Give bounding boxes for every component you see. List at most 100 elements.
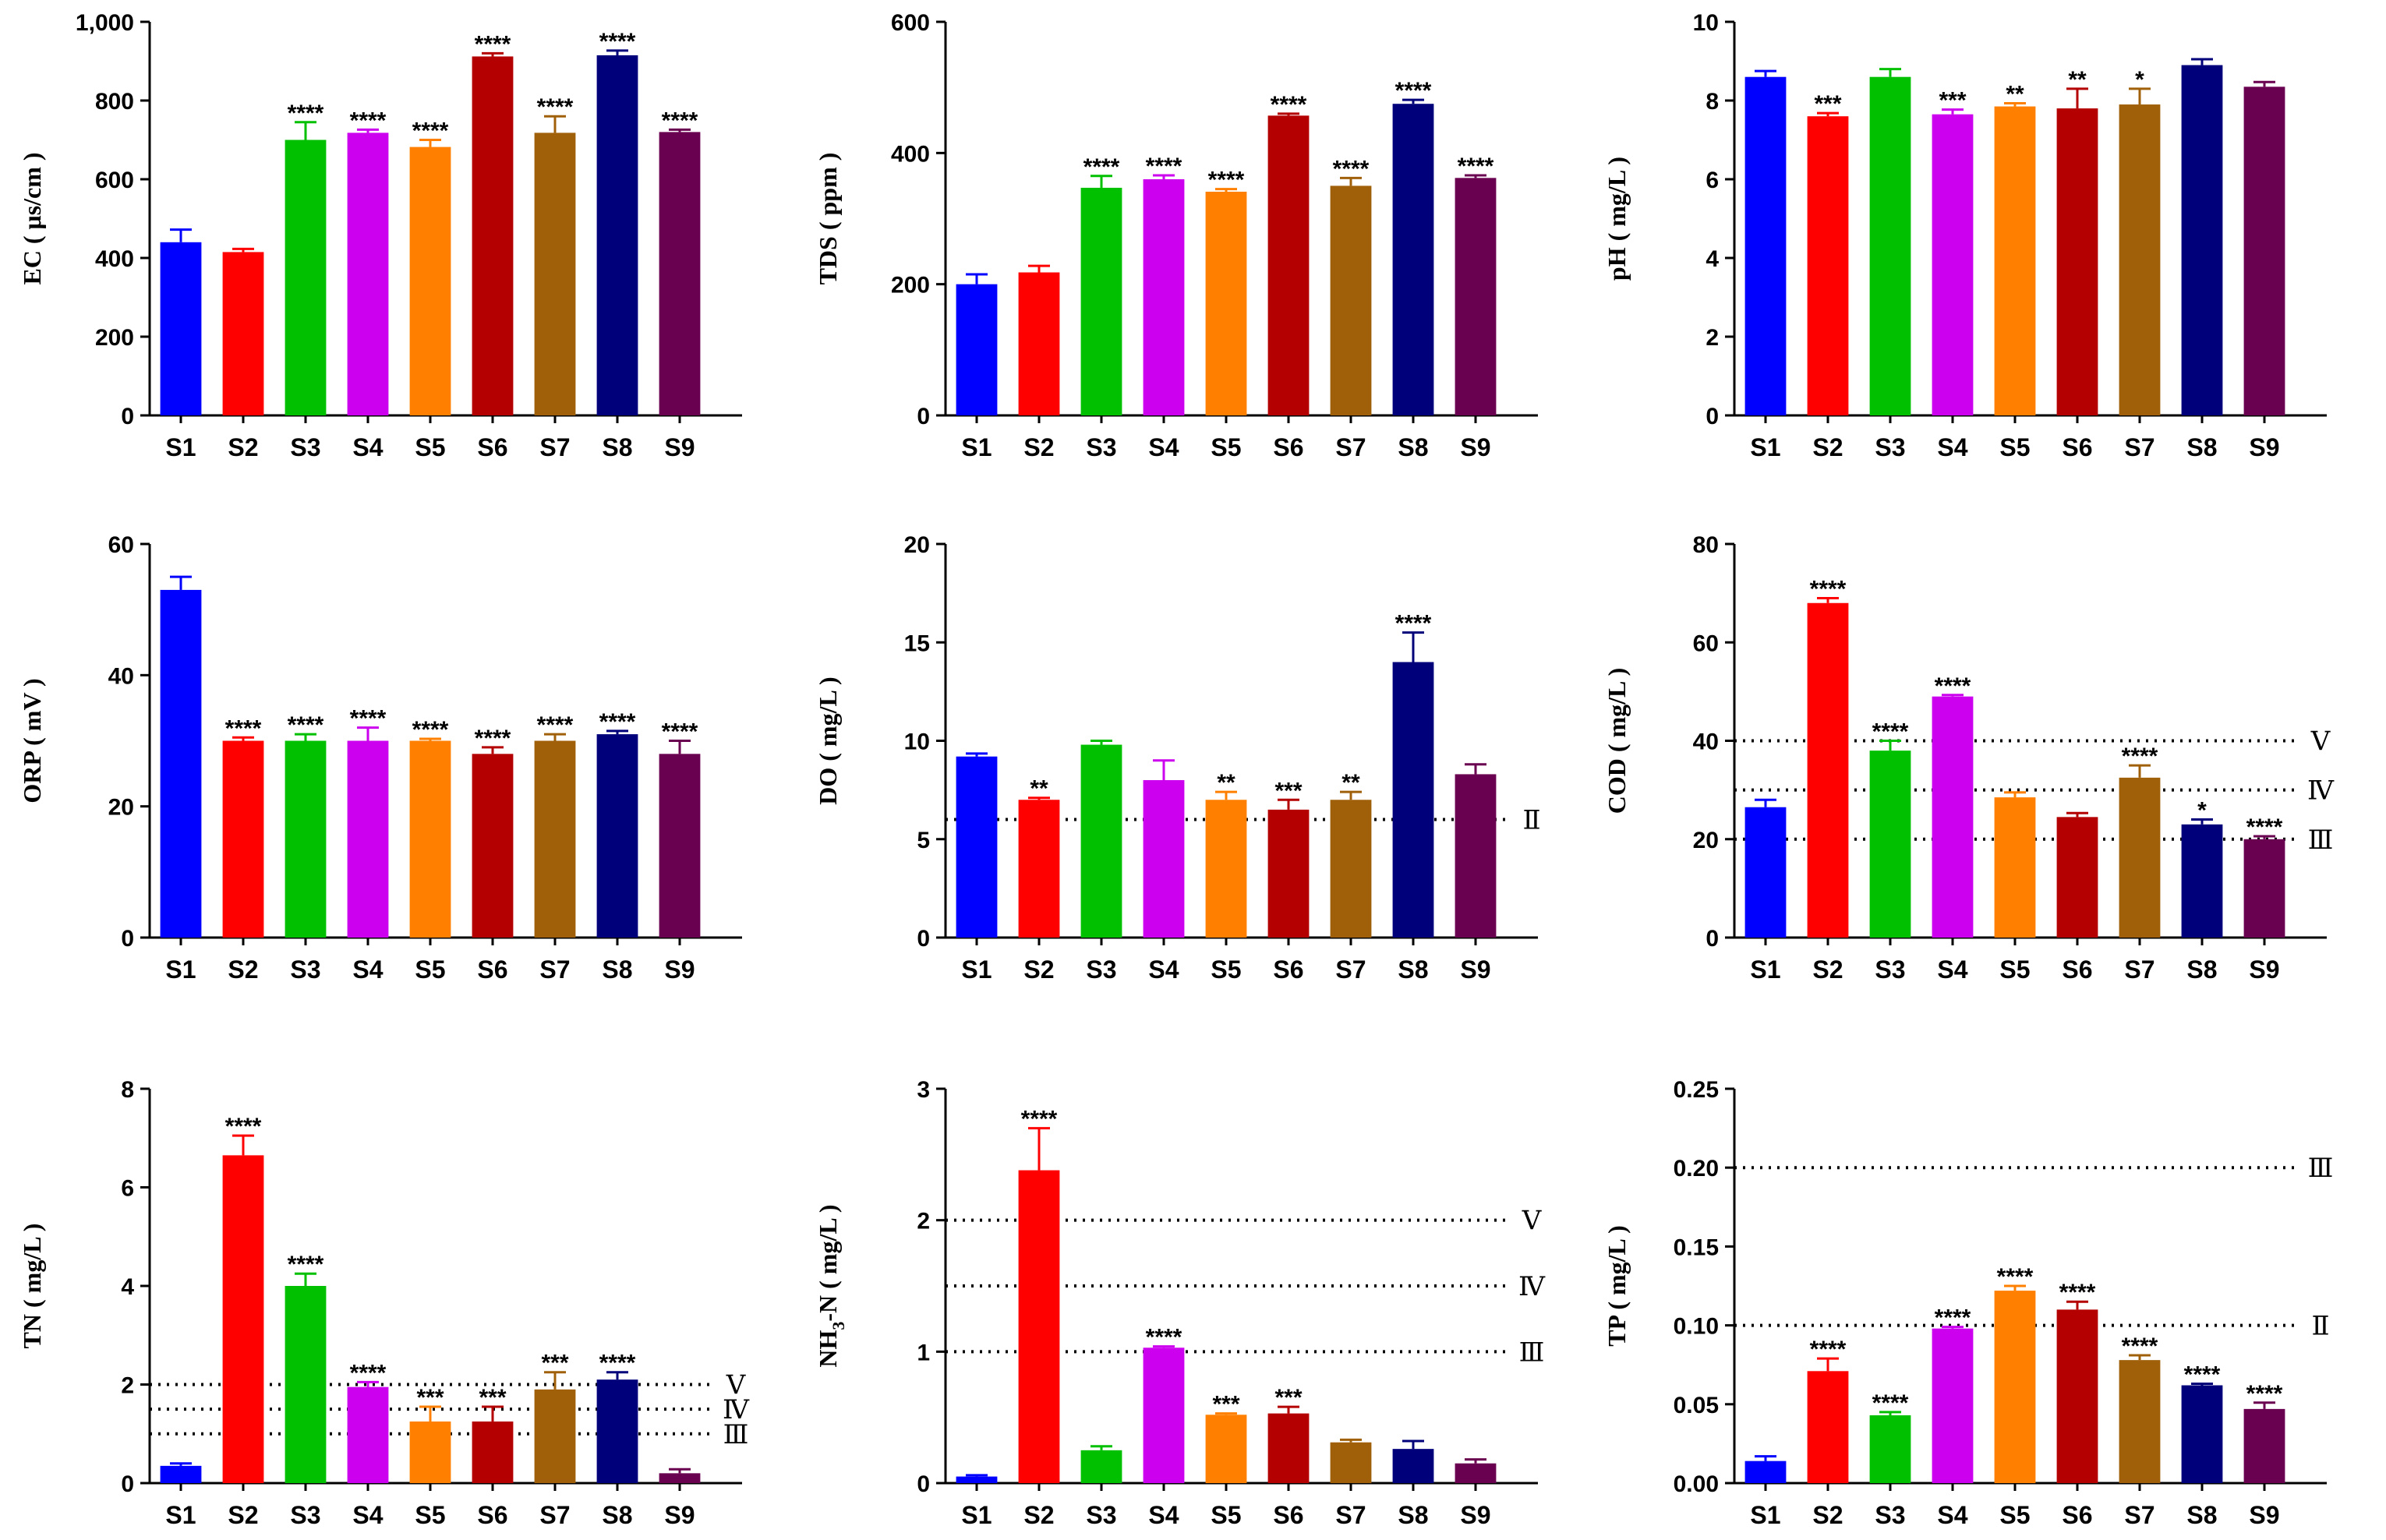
x-tick-label: S5: [415, 433, 445, 461]
x-tick-label: S5: [1211, 433, 1241, 461]
y-tick-label: 4: [1706, 246, 1719, 272]
x-tick-label: S4: [352, 1501, 383, 1529]
significance-marker: ****: [599, 709, 636, 735]
bar-s5: [409, 740, 451, 938]
significance-marker: ****: [1935, 1305, 1971, 1331]
x-tick-label: S8: [602, 955, 632, 984]
y-tick-label: 2: [917, 1209, 930, 1234]
x-tick-label: S6: [1273, 955, 1303, 984]
x-tick-label: S3: [1875, 1501, 1905, 1529]
x-tick-label: S3: [290, 955, 320, 984]
significance-marker: ****: [2184, 1362, 2221, 1387]
y-tick-label: 80: [1693, 532, 1719, 558]
bar-s8: [1392, 104, 1434, 416]
bar-s4: [347, 132, 389, 415]
bar-s2: [1807, 116, 1849, 415]
bar-s6: [2056, 1309, 2098, 1483]
y-tick-label: 20: [1693, 828, 1719, 853]
bar-s3: [1080, 744, 1122, 938]
x-tick-label: S8: [1398, 955, 1428, 984]
chart-panel-2: 0 200 400 600 TDS ( ppm ) S1 S2 **** S3 **** S4 ***…: [814, 10, 1538, 461]
bar-s2: [222, 740, 264, 938]
significance-marker: ****: [1872, 719, 1909, 745]
bar-s2: [222, 252, 264, 415]
x-tick-label: S4: [352, 955, 383, 984]
significance-marker: *: [2197, 798, 2207, 824]
bar-s6: [472, 1421, 514, 1483]
significance-marker: ****: [537, 712, 574, 738]
x-tick-label: S6: [477, 433, 507, 461]
y-tick-label: 6: [1706, 168, 1719, 193]
significance-marker: ****: [662, 108, 698, 133]
bar-s7: [2119, 1360, 2161, 1483]
x-tick-label: S5: [1211, 1501, 1241, 1529]
x-tick-label: S4: [1937, 955, 1967, 984]
x-tick-label: S7: [2124, 1501, 2154, 1529]
y-tick-label: 8: [1706, 89, 1719, 115]
bar-s7: [534, 132, 576, 415]
y-tick-label: 6: [121, 1176, 134, 1202]
x-tick-label: S2: [1023, 955, 1054, 984]
x-tick-label: S7: [2124, 433, 2154, 461]
significance-marker: ****: [288, 1252, 324, 1277]
significance-marker: ***: [1939, 88, 1966, 114]
x-tick-label: S5: [1999, 955, 2030, 984]
x-tick-label: S3: [1086, 1501, 1116, 1529]
y-tick-label: 0: [121, 926, 134, 952]
bar-s6: [2056, 817, 2098, 938]
x-tick-label: S2: [1812, 955, 1843, 984]
bar-s5: [409, 147, 451, 415]
x-tick-label: S6: [1273, 1501, 1303, 1529]
x-tick-label: S1: [961, 433, 992, 461]
bar-s4: [1932, 114, 1974, 416]
x-tick-label: S2: [1023, 1501, 1054, 1529]
y-axis-label: pH ( mg/L ): [1603, 157, 1631, 281]
bar-s8: [2181, 1385, 2223, 1483]
x-tick-label: S3: [1086, 433, 1116, 461]
x-tick-label: S8: [1398, 1501, 1428, 1529]
bar-s4: [1143, 780, 1185, 938]
x-tick-label: S7: [539, 1501, 570, 1529]
significance-marker: ****: [2122, 744, 2158, 769]
significance-marker: ****: [2246, 814, 2283, 840]
bar-s8: [596, 1379, 638, 1483]
bar-s3: [1080, 1450, 1122, 1483]
y-tick-label: 5: [917, 828, 930, 853]
y-tick-label: 60: [108, 532, 134, 558]
x-tick-label: S5: [415, 1501, 445, 1529]
bar-s9: [1455, 178, 1497, 416]
significance-marker: ****: [1146, 1325, 1182, 1351]
bar-s6: [1267, 115, 1310, 415]
significance-marker: ****: [1271, 92, 1307, 118]
x-tick-label: S9: [2249, 433, 2279, 461]
y-axis-label: ORP ( mV ): [18, 678, 46, 803]
x-tick-label: S8: [2186, 433, 2217, 461]
x-tick-label: S6: [2062, 955, 2092, 984]
reference-line-label: Ⅴ: [2310, 728, 2331, 757]
x-tick-label: S4: [1937, 433, 1967, 461]
y-tick-label: 0: [121, 1471, 134, 1497]
significance-marker: ****: [350, 706, 387, 732]
significance-marker: ****: [1208, 168, 1245, 193]
x-tick-label: S8: [2186, 955, 2217, 984]
y-axis-label: COD ( mg/L ): [1603, 668, 1631, 814]
y-tick-label: 1: [917, 1340, 930, 1365]
x-tick-label: S3: [1875, 433, 1905, 461]
x-tick-label: S6: [2062, 1501, 2092, 1529]
y-tick-label: 0.25: [1674, 1077, 1719, 1103]
significance-marker: **: [2068, 67, 2087, 93]
significance-marker: ****: [412, 717, 449, 743]
x-tick-label: S3: [290, 433, 320, 461]
y-tick-label: 40: [1693, 729, 1719, 755]
significance-marker: ****: [599, 1351, 636, 1376]
bar-s7: [2119, 104, 2161, 416]
significance-marker: ***: [541, 1351, 568, 1376]
x-tick-label: S2: [1812, 1501, 1843, 1529]
x-tick-label: S7: [539, 955, 570, 984]
x-tick-label: S5: [415, 955, 445, 984]
bar-s7: [1330, 185, 1372, 415]
x-tick-label: S1: [165, 955, 196, 984]
significance-marker: ***: [416, 1385, 444, 1411]
bar-s7: [534, 1389, 576, 1483]
